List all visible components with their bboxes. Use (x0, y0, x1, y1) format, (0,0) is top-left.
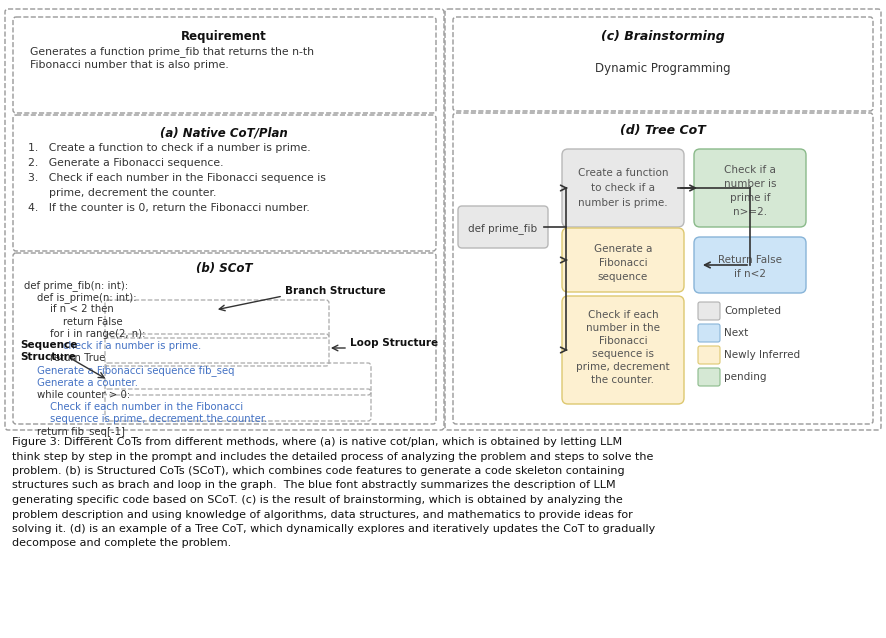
Text: Generate a Fibonacci sequence fib_seq: Generate a Fibonacci sequence fib_seq (24, 366, 235, 376)
Text: def is_prime(n: int):: def is_prime(n: int): (24, 292, 136, 303)
Text: generating specific code based on SCoT. (c) is the result of brainstorming, whic: generating specific code based on SCoT. … (12, 495, 623, 505)
Text: Create a function: Create a function (578, 168, 668, 178)
Text: Return False: Return False (718, 255, 782, 265)
FancyBboxPatch shape (562, 228, 684, 292)
Text: def prime_fib: def prime_fib (469, 223, 538, 234)
Text: Figure 3: Different CoTs from different methods, where (a) is native cot/plan, w: Figure 3: Different CoTs from different … (12, 437, 622, 447)
Text: (d) Tree CoT: (d) Tree CoT (620, 124, 706, 137)
Text: number is prime.: number is prime. (579, 198, 668, 208)
Text: Branch Structure: Branch Structure (285, 286, 385, 296)
Text: problem description and using knowledge of algorithms, data structures, and math: problem description and using knowledge … (12, 510, 633, 519)
Text: 2.   Generate a Fibonacci sequence.: 2. Generate a Fibonacci sequence. (28, 158, 223, 168)
FancyBboxPatch shape (458, 206, 548, 248)
Text: Generates a function prime_fib that returns the n-th: Generates a function prime_fib that retu… (30, 46, 314, 57)
Text: return False: return False (24, 316, 122, 327)
FancyBboxPatch shape (13, 115, 436, 251)
FancyBboxPatch shape (562, 149, 684, 227)
FancyBboxPatch shape (445, 9, 881, 430)
Text: (b) SCoT: (b) SCoT (196, 262, 253, 275)
Text: Dynamic Programming: Dynamic Programming (595, 62, 731, 75)
Text: Check if each: Check if each (587, 310, 658, 320)
Text: think step by step in the prompt and includes the detailed process of analyzing : think step by step in the prompt and inc… (12, 452, 653, 461)
Text: sequence: sequence (598, 272, 649, 282)
Text: sequence is prime, decrement the counter.: sequence is prime, decrement the counter… (24, 414, 268, 424)
FancyBboxPatch shape (698, 368, 720, 386)
Text: if n<2: if n<2 (734, 269, 766, 279)
Text: Next: Next (724, 328, 749, 338)
FancyBboxPatch shape (453, 17, 873, 111)
Text: number is: number is (724, 179, 776, 189)
Text: prime, decrement the counter.: prime, decrement the counter. (28, 188, 216, 198)
FancyBboxPatch shape (694, 237, 806, 293)
Text: 1.   Create a function to check if a number is prime.: 1. Create a function to check if a numbe… (28, 143, 311, 153)
Text: (a) Native CoT/Plan: (a) Native CoT/Plan (160, 126, 288, 139)
FancyBboxPatch shape (698, 324, 720, 342)
Text: if n < 2 then: if n < 2 then (24, 304, 113, 315)
Text: for i in range(2, n):: for i in range(2, n): (24, 329, 145, 339)
Text: Check if each number in the Fibonacci: Check if each number in the Fibonacci (24, 402, 243, 412)
Text: def prime_fib(n: int):: def prime_fib(n: int): (24, 280, 128, 291)
FancyBboxPatch shape (13, 253, 436, 424)
FancyBboxPatch shape (698, 346, 720, 364)
Text: structures such as brach and loop in the graph.  The blue font abstractly summar: structures such as brach and loop in the… (12, 480, 616, 491)
Text: Completed: Completed (724, 306, 781, 316)
Text: prime, decrement: prime, decrement (576, 362, 670, 372)
Text: prime if: prime if (730, 193, 770, 203)
Text: the counter.: the counter. (592, 375, 655, 385)
Text: pending: pending (724, 372, 766, 382)
Text: Fibonacci: Fibonacci (599, 336, 648, 346)
Text: solving it. (d) is an example of a Tree CoT, which dynamically explores and iter: solving it. (d) is an example of a Tree … (12, 524, 656, 534)
Text: while counter > 0:: while counter > 0: (24, 390, 130, 400)
FancyBboxPatch shape (698, 302, 720, 320)
Text: decompose and complete the problem.: decompose and complete the problem. (12, 538, 231, 549)
Text: (c) Brainstorming: (c) Brainstorming (601, 30, 725, 43)
Text: Generate a: Generate a (594, 244, 652, 254)
FancyBboxPatch shape (5, 9, 444, 430)
Text: Loop Structure: Loop Structure (350, 338, 438, 348)
Text: return fib_seq[-1]: return fib_seq[-1] (24, 426, 125, 437)
Text: Fibonacci: Fibonacci (599, 258, 648, 268)
Text: problem. (b) is Structured CoTs (SCoT), which combines code features to generate: problem. (b) is Structured CoTs (SCoT), … (12, 466, 625, 476)
Text: Requirement: Requirement (181, 30, 267, 43)
Text: Structure: Structure (20, 352, 76, 362)
Text: Sequence: Sequence (20, 340, 77, 350)
Text: number in the: number in the (586, 323, 660, 333)
FancyBboxPatch shape (694, 149, 806, 227)
Text: Fibonacci number that is also prime.: Fibonacci number that is also prime. (30, 60, 229, 70)
Text: sequence is: sequence is (592, 349, 654, 359)
Text: 3.   Check if each number in the Fibonacci sequence is: 3. Check if each number in the Fibonacci… (28, 173, 326, 183)
Text: to check if a: to check if a (591, 183, 655, 193)
Text: Generate a counter.: Generate a counter. (24, 378, 138, 388)
Text: check if a number is prime.: check if a number is prime. (24, 341, 201, 351)
Text: n>=2.: n>=2. (733, 207, 767, 217)
FancyBboxPatch shape (453, 113, 873, 424)
FancyBboxPatch shape (13, 17, 436, 113)
Text: Newly Inferred: Newly Inferred (724, 350, 800, 360)
Text: Check if a: Check if a (724, 165, 776, 175)
Text: return True: return True (24, 353, 105, 363)
FancyBboxPatch shape (562, 296, 684, 404)
Text: 4.   If the counter is 0, return the Fibonacci number.: 4. If the counter is 0, return the Fibon… (28, 203, 310, 213)
